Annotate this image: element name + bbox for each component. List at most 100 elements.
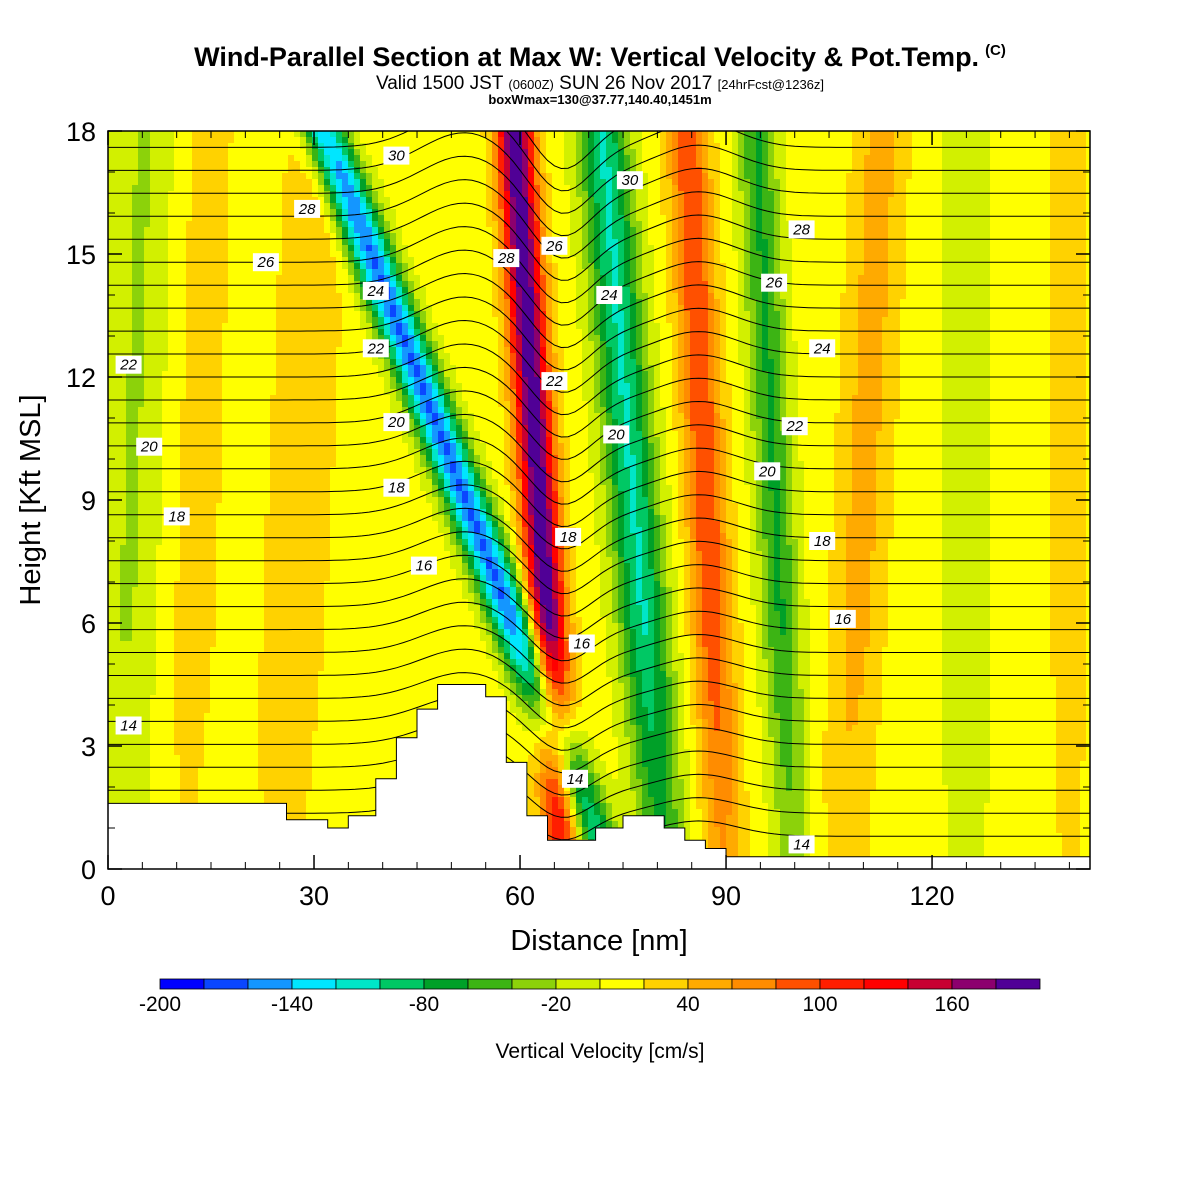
w-cell: [168, 323, 175, 330]
w-cell: [162, 647, 169, 654]
w-cell: [312, 413, 319, 420]
w-cell: [342, 527, 349, 534]
w-cell: [246, 617, 253, 624]
w-cell: [234, 707, 241, 714]
w-cell: [324, 431, 331, 438]
w-cell: [288, 767, 295, 774]
w-cell: [156, 371, 163, 378]
w-cell: [126, 605, 133, 612]
w-cell: [114, 407, 121, 414]
w-cell: [180, 413, 187, 420]
w-cell: [246, 149, 253, 156]
w-cell: [180, 431, 187, 438]
w-cell: [234, 581, 241, 588]
w-cell: [210, 605, 217, 612]
w-cell: [294, 317, 301, 324]
w-cell: [204, 791, 211, 798]
w-cell: [252, 797, 259, 804]
w-cell: [222, 221, 229, 228]
w-cell: [234, 203, 241, 210]
w-cell: [120, 317, 127, 324]
box-wmax-annotation: boxWmax=130@37.77,140.40,1451m: [0, 92, 1200, 107]
w-cell: [144, 353, 151, 360]
w-cell: [186, 149, 193, 156]
w-cell: [312, 323, 319, 330]
w-cell: [192, 407, 199, 414]
w-cell: [288, 467, 295, 474]
w-cell: [156, 137, 163, 144]
w-cell: [138, 149, 145, 156]
w-cell: [138, 785, 145, 792]
w-cell: [258, 683, 265, 690]
w-cell: [156, 269, 163, 276]
w-cell: [186, 551, 193, 558]
w-cell: [306, 299, 313, 306]
w-cell: [288, 227, 295, 234]
w-cell: [300, 569, 307, 576]
w-cell: [114, 521, 121, 528]
w-cell: [174, 353, 181, 360]
w-cell: [288, 635, 295, 642]
w-cell: [192, 533, 199, 540]
w-cell: [288, 803, 295, 810]
w-cell: [126, 389, 133, 396]
w-cell: [174, 605, 181, 612]
w-cell: [138, 683, 145, 690]
w-cell: [156, 359, 163, 366]
w-cell: [156, 173, 163, 180]
w-cell: [294, 611, 301, 618]
w-cell: [240, 749, 247, 756]
w-cell: [270, 203, 277, 210]
w-cell: [186, 581, 193, 588]
w-cell: [144, 431, 151, 438]
w-cell: [156, 755, 163, 762]
w-cell: [138, 635, 145, 642]
w-cell: [324, 143, 331, 150]
w-cell: [312, 515, 319, 522]
w-cell: [192, 689, 199, 696]
w-cell: [162, 545, 169, 552]
w-cell: [204, 587, 211, 594]
w-cell: [336, 671, 343, 678]
w-cell: [144, 737, 151, 744]
w-cell: [174, 737, 181, 744]
w-cell: [306, 701, 313, 708]
w-cell: [258, 503, 265, 510]
w-cell: [342, 233, 349, 240]
w-cell: [270, 785, 277, 792]
w-cell: [234, 719, 241, 726]
w-cell: [270, 161, 277, 168]
w-cell: [114, 545, 121, 552]
w-cell: [192, 761, 199, 768]
w-cell: [300, 347, 307, 354]
w-cell: [312, 347, 319, 354]
w-cell: [180, 629, 187, 636]
w-cell: [174, 647, 181, 654]
w-cell: [132, 779, 139, 786]
w-cell: [168, 437, 175, 444]
w-cell: [240, 683, 247, 690]
w-cell: [288, 503, 295, 510]
w-cell: [294, 365, 301, 372]
w-cell: [240, 377, 247, 384]
w-cell: [324, 341, 331, 348]
w-cell: [216, 539, 223, 546]
w-cell: [318, 497, 325, 504]
w-cell: [126, 533, 133, 540]
w-cell: [318, 605, 325, 612]
w-cell: [348, 395, 355, 402]
w-cell: [198, 491, 205, 498]
w-cell: [294, 137, 301, 144]
w-cell: [186, 767, 193, 774]
w-cell: [276, 215, 283, 222]
w-cell: [156, 581, 163, 588]
w-cell: [162, 287, 169, 294]
w-cell: [318, 617, 325, 624]
w-cell: [270, 539, 277, 546]
w-cell: [192, 779, 199, 786]
w-cell: [282, 227, 289, 234]
w-cell: [144, 665, 151, 672]
w-cell: [228, 491, 235, 498]
w-cell: [198, 437, 205, 444]
w-cell: [192, 449, 199, 456]
